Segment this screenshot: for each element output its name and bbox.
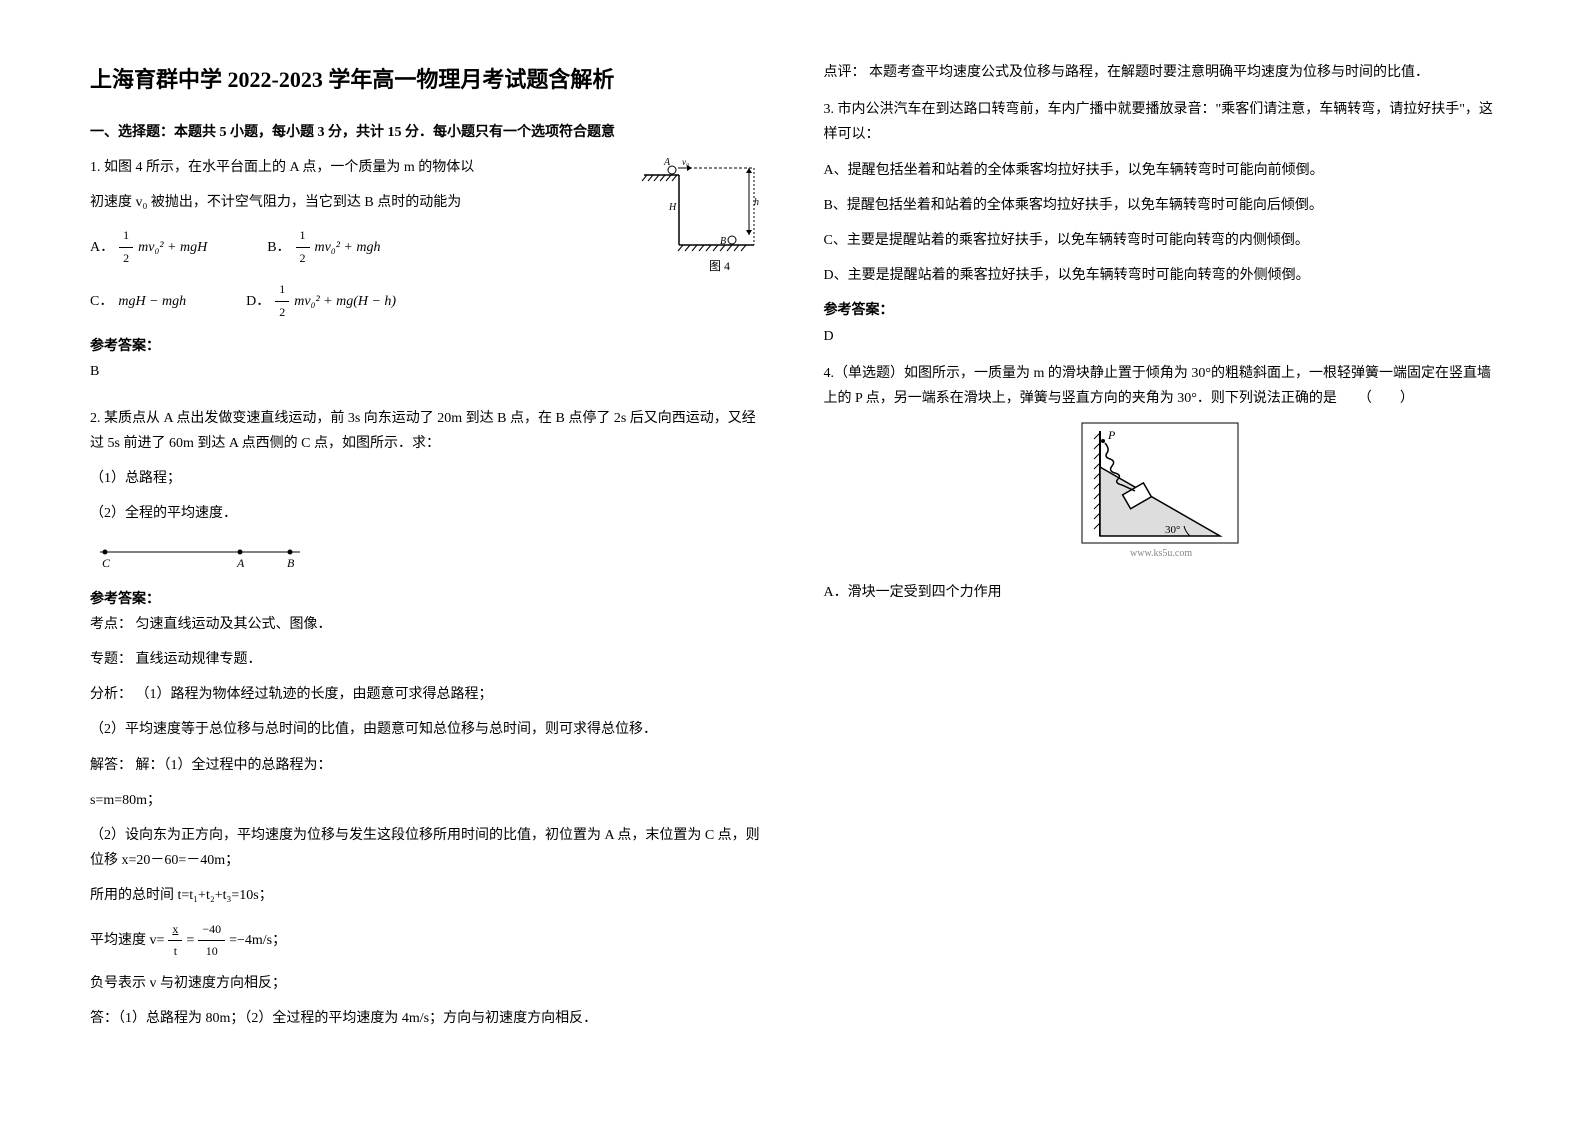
q1-figure: A v₀ B H h 图 4 bbox=[624, 155, 764, 284]
q1-optC-text: mgH − mgh bbox=[118, 289, 186, 314]
q2-frac-t: t bbox=[168, 941, 182, 963]
svg-text:C: C bbox=[102, 556, 111, 570]
q2-sm: s=m=80m； bbox=[90, 788, 764, 813]
svg-text:B: B bbox=[720, 236, 726, 247]
q2-part2: （2）设向东为正方向，平均速度为位移与发生这段位移所用时间的比值，初位置为 A … bbox=[90, 823, 764, 873]
q3-optB: B、提醒包括坐着和站着的全体乘客均拉好扶手，以免车辆转弯时可能向后倾倒。 bbox=[824, 193, 1498, 218]
q1-optB-prefix: B． bbox=[267, 235, 290, 260]
q2-fenxi1: 分析： （1）路程为物体经过轨迹的长度，由题意可求得总路程； bbox=[90, 682, 764, 707]
q1-option-d: D． 12 mv₀² + mg(H − h) bbox=[246, 279, 396, 323]
q2-frac2-bot: 10 bbox=[198, 941, 225, 963]
svg-text:30°: 30° bbox=[1165, 524, 1180, 536]
q3-optD: D、主要是提醒站着的乘客拉好扶手，以免车辆转弯时可能向转弯的外侧倾倒。 bbox=[824, 263, 1498, 288]
svg-text:H: H bbox=[668, 202, 677, 213]
q2-frac2-top: −40 bbox=[198, 919, 225, 942]
q1-answer-label: 参考答案： bbox=[90, 334, 764, 359]
q2-stem: 2. 某质点从 A 点出发做变速直线运动，前 3s 向东运动了 20m 到达 B… bbox=[90, 406, 764, 456]
q4-figure: P 30° www.ks5u.com bbox=[824, 421, 1498, 570]
q2-line-diagram: C A B bbox=[90, 542, 764, 572]
q1-option-c: C． mgH − mgh bbox=[90, 279, 186, 323]
section1-header: 一、选择题：本题共 5 小题，每小题 3 分，共计 15 分．每小题只有一个选项… bbox=[90, 120, 764, 145]
svg-text:A: A bbox=[236, 556, 245, 570]
svg-text:P: P bbox=[1107, 428, 1116, 442]
q2-sub2: （2）全程的平均速度． bbox=[90, 501, 764, 526]
question-1: A v₀ B H h 图 4 1. 如图 bbox=[90, 155, 764, 394]
q2-timeline: 所用的总时间 t=t₁+t₂+t₃=10s； bbox=[90, 883, 764, 908]
q2-negnote: 负号表示 v 与初速度方向相反； bbox=[90, 971, 764, 996]
q4-optA: A．滑块一定受到四个力作用 bbox=[824, 580, 1498, 605]
q1-figure-label: 图 4 bbox=[709, 259, 730, 273]
q2-da: 答：（1）总路程为 80m；（2）全过程的平均速度为 4m/s；方向与初速度方向… bbox=[90, 1006, 764, 1031]
q2-eq-mid: = bbox=[186, 928, 194, 953]
svg-text:www.ks5u.com: www.ks5u.com bbox=[1130, 548, 1192, 559]
q2-jieda-label: 解答： 解：（1）全过程中的总路程为： bbox=[90, 753, 764, 778]
svg-text:h: h bbox=[754, 197, 759, 208]
question-4: 4.（单选题）如图所示，一质量为 m 的滑块静止置于倾角为 30°的粗糙斜面上，… bbox=[824, 361, 1498, 606]
q4-stem: 4.（单选题）如图所示，一质量为 m 的滑块静止置于倾角为 30°的粗糙斜面上，… bbox=[824, 361, 1498, 411]
svg-text:v₀: v₀ bbox=[682, 157, 689, 167]
q2-zhuanti: 专题： 直线运动规律专题． bbox=[90, 647, 764, 672]
q3-optC: C、主要是提醒站着的乘客拉好扶手，以免车辆转弯时可能向转弯的内侧倾倒。 bbox=[824, 228, 1498, 253]
q1-option-a: A． 12 mv₀² + mgH bbox=[90, 225, 207, 269]
q2-answer-label: 参考答案： bbox=[90, 587, 764, 612]
q2-sub1: （1）总路程； bbox=[90, 466, 764, 491]
q3-answer: D bbox=[824, 324, 1498, 349]
svg-text:A: A bbox=[663, 157, 671, 168]
q2-eq-end: =−4m/s； bbox=[229, 928, 286, 953]
q2-avg-formula: 平均速度 v= x t = −40 10 =−4m/s； bbox=[90, 919, 764, 963]
q1-answer: B bbox=[90, 359, 764, 384]
q3-stem: 3. 市内公洪汽车在到达路口转弯前，车内广播中就要播放录音："乘客们请注意，车辆… bbox=[824, 97, 1498, 147]
q1-optA-prefix: A． bbox=[90, 235, 114, 260]
q2-avg-label: 平均速度 v= bbox=[90, 928, 164, 953]
document-title: 上海育群中学 2022-2023 学年高一物理月考试题含解析 bbox=[90, 60, 764, 100]
q1-optC-prefix: C． bbox=[90, 289, 113, 314]
question-3: 3. 市内公洪汽车在到达路口转弯前，车内广播中就要播放录音："乘客们请注意，车辆… bbox=[824, 97, 1498, 349]
q2-dianping: 点评： 本题考查平均速度公式及位移与路程，在解题时要注意明确平均速度为位移与时间… bbox=[824, 60, 1498, 85]
q1-option-b: B． 12 mv₀² + mgh bbox=[267, 225, 380, 269]
q2-kaodian: 考点： 匀速直线运动及其公式、图像． bbox=[90, 612, 764, 637]
q2-fenxi2: （2）平均速度等于总位移与总时间的比值，由题意可知总位移与总时间，则可求得总位移… bbox=[90, 717, 764, 742]
svg-text:B: B bbox=[287, 556, 295, 570]
q1-optD-prefix: D． bbox=[246, 289, 270, 314]
q3-answer-label: 参考答案： bbox=[824, 298, 1498, 323]
q2-frac-x: x bbox=[168, 919, 182, 942]
q3-optA: A、提醒包括坐着和站着的全体乘客均拉好扶手，以免车辆转弯时可能向前倾倒。 bbox=[824, 158, 1498, 183]
